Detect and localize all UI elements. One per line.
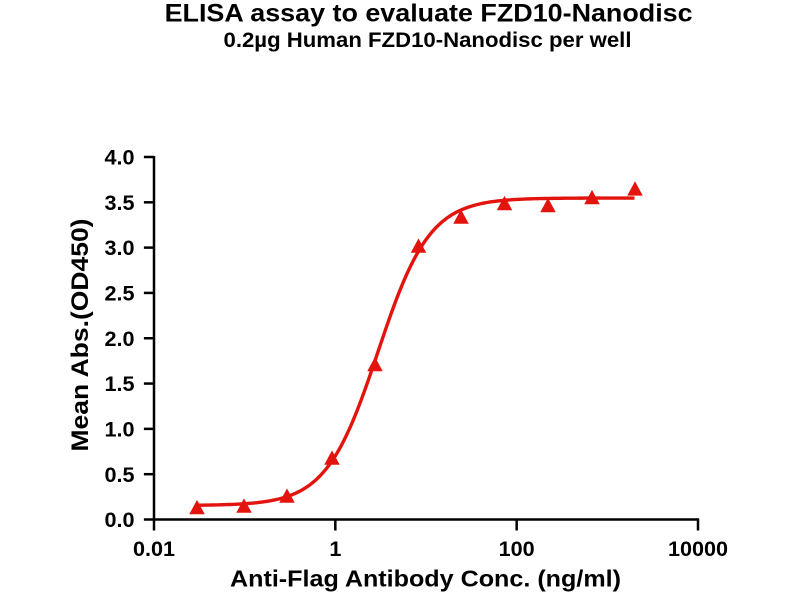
svg-text:ELISA assay to evaluate FZD10-: ELISA assay to evaluate FZD10-Nanodisc (165, 0, 693, 28)
svg-text:10000: 10000 (668, 536, 728, 561)
svg-text:2.0: 2.0 (104, 326, 134, 351)
svg-text:0.01: 0.01 (133, 536, 175, 561)
svg-text:1: 1 (329, 536, 341, 561)
svg-text:3.5: 3.5 (104, 190, 134, 215)
svg-text:2.5: 2.5 (104, 281, 134, 306)
svg-text:1.0: 1.0 (104, 416, 134, 441)
svg-text:0.0: 0.0 (104, 507, 134, 532)
svg-text:Anti-Flag Antibody Conc. (ng/m: Anti-Flag Antibody Conc. (ng/ml) (230, 566, 621, 592)
svg-text:0.5: 0.5 (104, 462, 134, 487)
svg-text:Mean Abs.(OD450): Mean Abs.(OD450) (67, 219, 94, 452)
svg-text:0.2µg Human FZD10-Nanodisc per: 0.2µg Human FZD10-Nanodisc per well (224, 28, 632, 52)
svg-text:100: 100 (499, 536, 535, 561)
svg-text:3.0: 3.0 (104, 235, 134, 260)
svg-text:4.0: 4.0 (104, 145, 134, 170)
svg-text:1.5: 1.5 (104, 371, 134, 396)
